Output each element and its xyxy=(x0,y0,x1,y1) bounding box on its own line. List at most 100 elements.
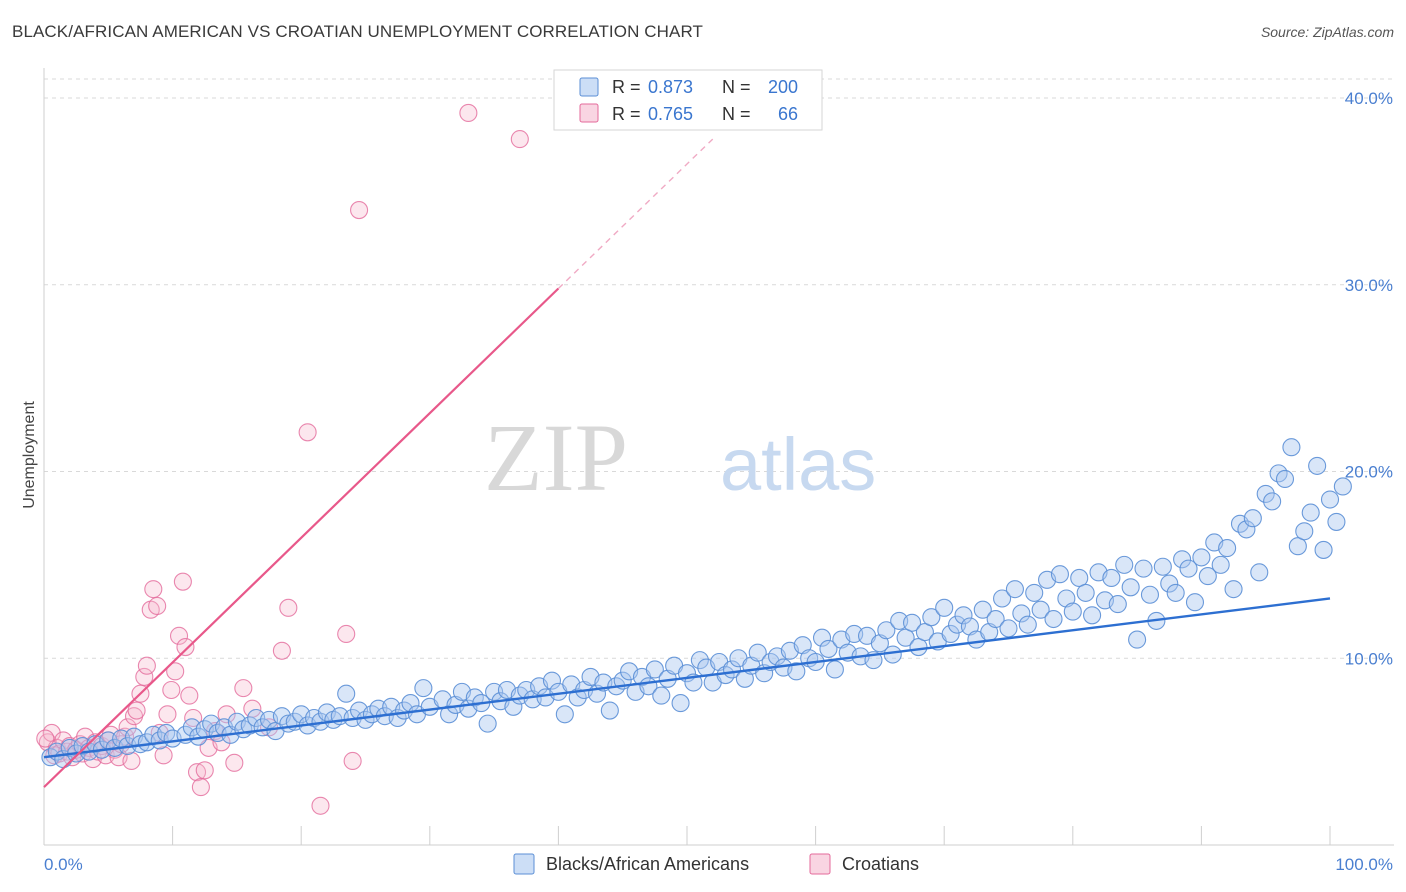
data-point-blacks xyxy=(1115,555,1134,574)
data-point-blacks xyxy=(671,694,690,713)
data-point-croatians xyxy=(279,598,298,617)
data-point-croatians xyxy=(191,778,210,797)
data-point-blacks xyxy=(1211,555,1230,574)
data-point-croatians xyxy=(176,637,195,657)
data-point-blacks xyxy=(337,684,356,703)
data-point-blacks xyxy=(645,660,664,679)
data-point-blacks xyxy=(1295,522,1314,541)
data-point-blacks xyxy=(1179,559,1198,578)
data-point-croatians xyxy=(343,751,362,771)
data-point-blacks xyxy=(1308,456,1327,475)
stats-n-label-pink: N = xyxy=(722,104,751,124)
data-point-blacks xyxy=(690,651,709,670)
data-point-blacks xyxy=(1121,578,1140,597)
data-point-blacks xyxy=(600,701,619,720)
data-point-blacks xyxy=(1185,593,1205,612)
watermark: ZIP atlas xyxy=(484,404,876,511)
stats-legend: R = 0.873 N = 200 R = 0.765 N = 66 xyxy=(553,69,823,131)
y-tick-label: 20.0% xyxy=(1345,463,1393,482)
data-point-croatians xyxy=(166,662,185,681)
data-point-blacks xyxy=(1288,537,1307,556)
data-point-blacks xyxy=(1153,557,1172,576)
data-point-blacks xyxy=(542,671,562,690)
data-point-blacks xyxy=(1031,600,1050,619)
data-point-croatians xyxy=(350,201,369,220)
data-point-blacks xyxy=(1282,438,1301,457)
data-point-blacks xyxy=(960,617,979,636)
data-point-blacks xyxy=(825,660,844,679)
data-point-blacks xyxy=(896,628,915,647)
data-point-croatians xyxy=(135,667,154,686)
data-point-blacks xyxy=(1005,580,1024,599)
data-point-croatians xyxy=(298,423,317,442)
data-point-croatians xyxy=(158,705,177,724)
data-point-blacks xyxy=(819,639,838,658)
data-point-croatians xyxy=(272,641,291,660)
data-point-blacks xyxy=(1320,490,1340,509)
series-legend: Blacks/African Americans Croatians xyxy=(513,853,919,875)
watermark-zip: ZIP xyxy=(484,404,628,511)
data-point-blacks xyxy=(1140,585,1160,604)
legend-label-blacks: Blacks/African Americans xyxy=(546,854,749,874)
chart-title: BLACK/AFRICAN AMERICAN VS CROATIAN UNEMP… xyxy=(12,22,704,41)
stats-n-value-blue: 200 xyxy=(768,77,798,97)
data-point-croatians xyxy=(212,733,231,752)
data-point-blacks xyxy=(1218,539,1237,558)
data-point-blacks xyxy=(1275,469,1295,489)
data-point-croatians xyxy=(162,680,181,700)
data-point-blacks xyxy=(1327,512,1346,531)
data-point-blacks xyxy=(922,608,941,627)
data-point-blacks xyxy=(787,662,806,681)
data-point-blacks xyxy=(973,600,992,619)
y-tick-label: 40.0% xyxy=(1345,89,1393,108)
data-point-croatians xyxy=(36,729,55,748)
data-point-croatians xyxy=(154,746,173,765)
data-point-blacks xyxy=(986,609,1005,629)
data-point-blacks xyxy=(1063,602,1082,621)
y-axis-label: Unemployment xyxy=(21,401,38,509)
watermark-atlas: atlas xyxy=(720,423,876,506)
data-point-blacks xyxy=(1044,609,1063,629)
stats-r-value-pink: 0.765 xyxy=(648,104,693,124)
data-point-blacks xyxy=(1263,492,1282,511)
trend-line-blacks xyxy=(43,597,1331,759)
legend-label-croatians: Croatians xyxy=(842,854,919,874)
data-point-blacks xyxy=(1173,550,1192,569)
data-point-croatians xyxy=(148,596,167,616)
data-point-blacks xyxy=(1250,563,1269,582)
y-tick-label: 10.0% xyxy=(1345,649,1393,668)
data-point-blacks xyxy=(1237,520,1256,539)
data-point-blacks xyxy=(748,643,767,662)
data-point-blacks xyxy=(568,688,587,707)
data-point-blacks xyxy=(1301,503,1320,522)
data-point-croatians xyxy=(337,624,356,644)
data-point-blacks xyxy=(793,636,812,655)
data-point-croatians xyxy=(169,626,189,645)
stats-r-label-pink: R = xyxy=(612,104,641,124)
data-point-croatians xyxy=(195,761,214,780)
data-point-blacks xyxy=(1256,484,1275,503)
data-point-blacks xyxy=(414,679,433,698)
tick-labels: 10.0% 20.0% 30.0% 40.0% 0.0% 100.0% xyxy=(44,89,1393,874)
stats-legend-box xyxy=(553,69,823,131)
stats-n-value-pink: 66 xyxy=(778,104,798,124)
data-point-blacks xyxy=(1018,615,1037,634)
data-point-croatians xyxy=(225,753,244,772)
source-credit: Source: ZipAtlas.com xyxy=(1260,24,1394,40)
data-point-blacks xyxy=(1314,540,1333,559)
data-point-croatians xyxy=(459,103,478,123)
data-point-blacks xyxy=(1102,568,1121,588)
data-point-blacks xyxy=(1108,595,1127,614)
legend-swatch-croatians xyxy=(809,853,831,875)
data-point-blacks xyxy=(954,606,973,625)
data-point-croatians xyxy=(137,656,156,675)
data-point-blacks xyxy=(555,705,574,724)
blacks-points xyxy=(41,438,1352,769)
data-point-croatians xyxy=(180,686,199,705)
stats-r-value-blue: 0.873 xyxy=(648,77,693,97)
trend-lines xyxy=(43,138,1331,788)
trend-line-croatians-extension xyxy=(557,138,714,289)
data-point-blacks xyxy=(1025,583,1044,602)
data-point-croatians xyxy=(118,718,137,737)
data-point-blacks xyxy=(1134,559,1153,578)
